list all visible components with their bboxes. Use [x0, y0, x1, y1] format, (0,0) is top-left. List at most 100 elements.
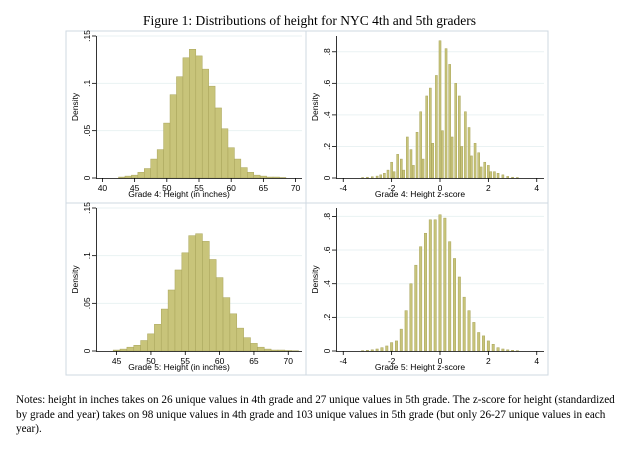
x-tick-label: 65: [249, 356, 259, 366]
x-tick-label: 65: [259, 183, 269, 193]
x-tick-label: 2: [486, 183, 491, 193]
bar: [147, 333, 155, 352]
bar: [182, 57, 190, 179]
bar: [493, 171, 496, 179]
bar: [380, 347, 384, 352]
bar: [428, 219, 432, 352]
bar: [438, 40, 442, 179]
bar: [412, 165, 415, 179]
bar: [126, 346, 135, 352]
bar: [406, 136, 409, 179]
bar: [383, 173, 386, 179]
bar: [472, 322, 476, 352]
bar: [496, 173, 500, 179]
bar: [234, 158, 242, 179]
bar: [444, 48, 448, 179]
bar: [156, 149, 164, 179]
bar: [167, 289, 176, 352]
y-axis-title: Density: [70, 92, 80, 121]
bar: [454, 83, 457, 179]
x-axis-title: Grade 4: Height (in inches): [128, 189, 230, 199]
bar: [257, 346, 265, 352]
bar: [222, 297, 231, 352]
bar: [470, 155, 473, 179]
bar: [243, 337, 251, 352]
y-tick-label: .05: [82, 124, 92, 136]
bar: [366, 176, 369, 179]
bar: [443, 217, 447, 352]
bar: [424, 232, 427, 352]
bar: [396, 154, 399, 179]
y-tick-label: 0: [82, 348, 92, 353]
y-tick-label: .2: [322, 314, 332, 321]
bar: [272, 176, 280, 179]
bar: [395, 340, 398, 352]
bar: [140, 340, 148, 352]
bar: [431, 143, 435, 179]
y-tick-label: .1: [82, 80, 92, 87]
bar: [441, 130, 444, 179]
bar: [419, 111, 422, 179]
bar: [169, 94, 177, 179]
bar: [371, 176, 374, 179]
bar: [409, 283, 413, 352]
bar: [414, 264, 418, 352]
bar: [112, 349, 121, 352]
bar: [370, 349, 374, 352]
bar: [435, 75, 438, 179]
bar: [144, 168, 151, 179]
bar: [379, 174, 383, 179]
bar: [511, 176, 514, 179]
bar: [390, 342, 394, 352]
bar: [433, 219, 437, 352]
bar: [489, 171, 493, 179]
bar: [467, 310, 471, 352]
chart-g4-zscore: -4 -2 0 2 4 0 .2 .4 .6 .8 Grade 4: Height z-score D…: [310, 36, 544, 199]
x-tick-label: 2: [486, 356, 491, 366]
bar: [375, 175, 379, 179]
x-tick-label: 4: [534, 356, 539, 366]
bar: [419, 246, 423, 352]
bar: [236, 327, 244, 352]
bar: [477, 152, 480, 179]
x-tick-label: -2: [388, 356, 396, 366]
y-tick-label: 0: [82, 175, 92, 180]
bar: [133, 345, 141, 352]
bar: [421, 158, 425, 179]
bar: [450, 136, 454, 179]
bar: [221, 128, 229, 179]
y-axis-title: Density: [310, 265, 320, 294]
x-tick-label: 50: [162, 183, 172, 193]
x-axis-title: Grade 5: Height z-score: [375, 362, 466, 372]
x-tick-label: 50: [146, 356, 156, 366]
bar: [457, 276, 461, 352]
bar: [150, 158, 158, 179]
y-tick-label: .15: [82, 202, 92, 214]
x-tick-label: 60: [215, 356, 225, 366]
bar: [259, 175, 267, 179]
bar: [201, 68, 209, 179]
bar: [386, 169, 390, 179]
bar: [163, 122, 171, 179]
bar: [404, 310, 408, 352]
x-tick-label: 55: [181, 356, 191, 366]
bar: [131, 174, 139, 179]
bar: [400, 158, 403, 179]
bar: [270, 349, 279, 352]
bar: [460, 146, 464, 179]
bar: [124, 175, 132, 179]
y-tick-label: .4: [322, 280, 332, 287]
x-tick-label: 70: [291, 183, 301, 193]
x-axis-title: Grade 4: Height z-score: [375, 189, 466, 199]
bar: [154, 324, 162, 352]
bar: [448, 64, 451, 179]
bar: [176, 76, 184, 179]
y-axis-title: Density: [70, 265, 80, 294]
bar: [425, 95, 428, 179]
bar: [227, 147, 235, 179]
bar: [392, 171, 396, 179]
y-tick-label: .6: [322, 246, 332, 253]
bar: [506, 176, 509, 179]
bar: [464, 111, 467, 179]
